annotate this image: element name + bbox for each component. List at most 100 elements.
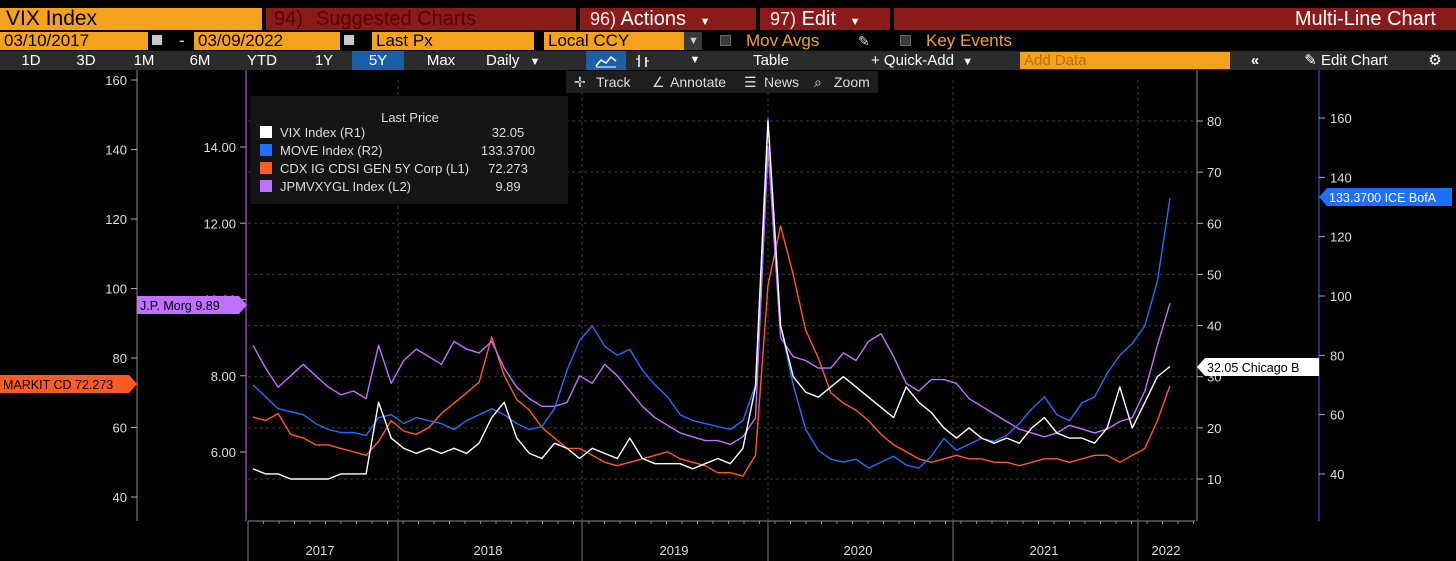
edit-label: Edit	[801, 8, 837, 30]
series-line-cdx-ig-cdsi-gen-5y-corp	[252, 225, 1171, 477]
calendar-icon[interactable]	[151, 34, 163, 46]
legend-item-value: 9.89	[495, 179, 520, 194]
add-data-input[interactable]: Add Data	[1020, 52, 1230, 69]
tag-text: 133.3700 ICE BofA	[1329, 191, 1437, 205]
quick-add-button[interactable]: + Quick-Add ▼	[842, 51, 1002, 70]
period-3d[interactable]: 3D	[66, 51, 106, 70]
annotate-button[interactable]: Annotate	[670, 74, 727, 90]
r2-tick-label: 140	[1330, 170, 1352, 185]
top-cutoff-strip	[0, 0, 1456, 8]
news-button[interactable]: News	[764, 74, 800, 90]
collapse-icon[interactable]: «	[1240, 51, 1270, 70]
period-1y[interactable]: 1Y	[304, 51, 344, 70]
tag-bg	[137, 296, 247, 314]
frequency-select[interactable]: Daily ▼	[480, 51, 576, 70]
edit-menu[interactable]: 97) Edit ▼	[760, 8, 890, 30]
r2-tick-label: 120	[1330, 230, 1352, 245]
ticker-field[interactable]: VIX Index	[0, 8, 262, 30]
start-date-field[interactable]: 03/10/2017	[0, 32, 148, 50]
chevron-down-icon: ▼	[962, 56, 974, 68]
period-1d[interactable]: 1D	[12, 51, 50, 70]
pencil-icon: ✎	[1304, 52, 1317, 69]
chevron-down-icon: ▼	[699, 16, 711, 28]
jpm-value-tag: J.P. Morg 9.89	[137, 296, 247, 314]
suggested-charts-button[interactable]: 94) Suggested Charts	[266, 8, 576, 30]
field-select[interactable]: Last Px	[372, 32, 534, 50]
value-tags: J.P. Morg 9.89 MARKIT CD 72.273 32.05 Chic…	[0, 188, 1452, 393]
edit-number: 97)	[770, 9, 797, 29]
date-separator: -	[179, 31, 185, 50]
chevron-down-icon[interactable]: ▼	[684, 51, 706, 70]
r2-tick-label: 40	[1330, 467, 1344, 482]
mov-avgs-label[interactable]: Mov Avgs	[746, 31, 820, 50]
suggested-label: Suggested Charts	[316, 8, 477, 30]
x-tick-label: 2022	[1152, 543, 1181, 558]
period-max[interactable]: Max	[414, 51, 468, 70]
r2-tick-label: 60	[1330, 408, 1344, 423]
series-lines	[252, 117, 1171, 480]
legend-swatch	[260, 162, 272, 174]
edit-chart-label: Edit Chart	[1321, 52, 1388, 69]
chart-type-title: Multi-Line Chart	[894, 8, 1456, 30]
header-bar: VIX Index 94) Suggested Charts 96) Actio…	[0, 8, 1456, 30]
tag-text: MARKIT CD 72.273	[3, 378, 113, 392]
series-line-move-index	[252, 117, 1171, 469]
edit-chart-button[interactable]: ✎ Edit Chart	[1276, 51, 1416, 70]
tag-text: J.P. Morg 9.89	[140, 299, 220, 313]
chevron-down-icon: ▼	[849, 16, 861, 28]
period-6m[interactable]: 6M	[180, 51, 220, 70]
l2-tick-label: 12.00	[203, 216, 236, 231]
key-events-label[interactable]: Key Events	[926, 31, 1012, 50]
zoom-icon[interactable]: ⌕	[814, 74, 822, 90]
series-line-vix-index	[252, 120, 1171, 480]
r2-tick-label: 100	[1330, 289, 1352, 304]
period-1m[interactable]: 1M	[124, 51, 164, 70]
l1-tick-label: 80	[113, 351, 127, 366]
actions-menu[interactable]: 96) Actions ▼	[580, 8, 756, 30]
multi-line-chart[interactable]: 2017 2018 2019 2020 2021 2022 40 60 80 100 120 140 1…	[0, 70, 1456, 561]
tag-text: 32.05 Chicago B	[1207, 361, 1299, 375]
x-tick-label: 2017	[306, 543, 335, 558]
legend: Last Price VIX Index (R1) 32.05 MOVE Index …	[250, 96, 568, 204]
zoom-button[interactable]: Zoom	[834, 74, 870, 90]
gear-icon[interactable]: ⚙	[1420, 51, 1450, 70]
r1-tick-label: 10	[1207, 472, 1221, 487]
chevron-down-icon[interactable]: ▼	[684, 32, 702, 50]
news-icon[interactable]: ☰	[744, 74, 757, 90]
key-events-checkbox[interactable]	[900, 35, 911, 46]
l1-tick-label: 120	[105, 212, 127, 227]
legend-item-value: 72.273	[488, 161, 528, 176]
quick-add-label: Quick-Add	[883, 52, 954, 69]
line-chart-icon[interactable]	[586, 51, 626, 70]
pencil-icon[interactable]: ✎	[858, 33, 870, 49]
track-button[interactable]: Track	[596, 74, 631, 90]
legend-item-value: 133.3700	[481, 143, 535, 158]
l1-tick-label: 160	[105, 73, 127, 88]
r1-tick-label: 50	[1207, 267, 1221, 282]
x-tick-label: 2021	[1030, 543, 1059, 558]
tag-bg	[1197, 358, 1319, 376]
legend-item-name: MOVE Index (R2)	[280, 143, 383, 158]
series-line-jpmvxygl-index	[252, 146, 1171, 446]
calendar-icon[interactable]	[343, 34, 355, 46]
table-button[interactable]: Table	[716, 51, 826, 70]
annotate-icon[interactable]: ∠	[652, 74, 665, 90]
end-date-field[interactable]: 03/09/2022	[194, 32, 340, 50]
actions-number: 96)	[590, 9, 617, 29]
track-icon[interactable]: ✛	[574, 74, 586, 90]
period-ytd[interactable]: YTD	[236, 51, 288, 70]
move-value-tag: 133.3700 ICE BofA	[1319, 188, 1452, 206]
l2-tick-label: 6.00	[211, 445, 236, 460]
legend-item-name: CDX IG CDSI GEN 5Y Corp (L1)	[280, 161, 469, 176]
period-5y[interactable]: 5Y	[352, 51, 404, 70]
currency-select[interactable]: Local CCY	[544, 32, 684, 50]
mov-avgs-checkbox[interactable]	[720, 35, 731, 46]
r2-tick-label: 160	[1330, 111, 1352, 126]
legend-swatch	[260, 180, 272, 192]
l1-tick-label: 140	[105, 143, 127, 158]
range-bar: 03/10/2017 - 03/09/2022 Last Px Local CC…	[0, 31, 1456, 51]
legend-title: Last Price	[381, 110, 439, 125]
bar-chart-icon[interactable]	[628, 51, 658, 70]
legend-box	[250, 96, 568, 204]
legend-item-name: VIX Index (R1)	[280, 125, 365, 140]
